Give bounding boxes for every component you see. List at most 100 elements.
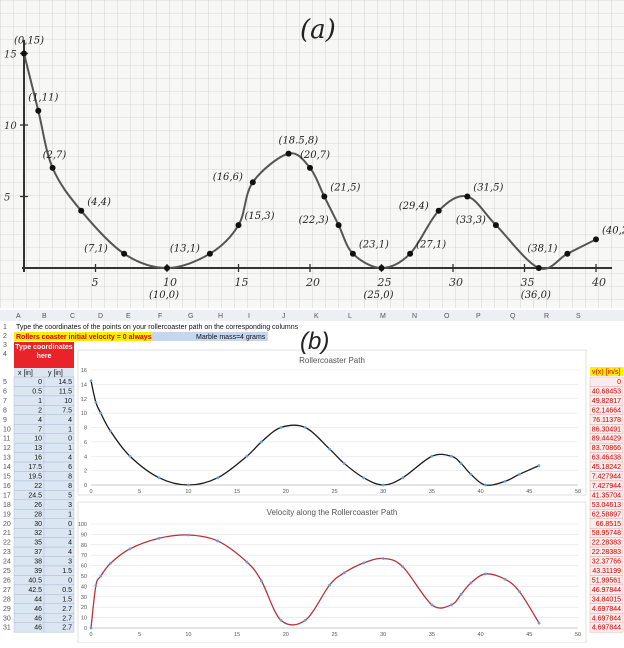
column-letter[interactable]: D bbox=[98, 313, 103, 320]
x-cell[interactable]: 42.5 bbox=[28, 587, 42, 594]
row-number[interactable]: 19 bbox=[3, 511, 11, 518]
y-cell[interactable]: 10 bbox=[64, 398, 72, 405]
y-cell[interactable]: 11.5 bbox=[59, 388, 72, 395]
x-cell[interactable]: 35 bbox=[34, 540, 42, 547]
x-cell[interactable]: 40.5 bbox=[28, 577, 42, 584]
row-number[interactable]: 16 bbox=[3, 483, 11, 490]
row-number[interactable]: 9 bbox=[3, 417, 7, 424]
x-cell[interactable]: 38 bbox=[34, 559, 42, 566]
column-letter[interactable]: J bbox=[282, 313, 286, 320]
type-coordinates-box[interactable] bbox=[14, 342, 74, 368]
column-letter[interactable]: N bbox=[412, 313, 417, 320]
y-cell[interactable]: 1 bbox=[68, 511, 72, 518]
x-cell[interactable]: 24.5 bbox=[28, 492, 42, 499]
row-number[interactable]: 31 bbox=[3, 625, 11, 632]
row-number[interactable]: 6 bbox=[3, 388, 7, 395]
y-cell[interactable]: 3 bbox=[68, 559, 72, 566]
y-cell[interactable]: 0 bbox=[68, 436, 72, 443]
row-number[interactable]: 28 bbox=[3, 596, 11, 603]
row-number[interactable]: 20 bbox=[3, 521, 11, 528]
y-cell[interactable]: 2.7 bbox=[62, 606, 72, 613]
column-letter[interactable]: H bbox=[218, 313, 223, 320]
column-letter[interactable]: F bbox=[158, 313, 162, 320]
y-cell[interactable]: 8 bbox=[68, 483, 72, 490]
row-number[interactable]: 4 bbox=[3, 351, 7, 358]
row-number[interactable]: 21 bbox=[3, 530, 11, 537]
y-cell[interactable]: 4 bbox=[68, 417, 72, 424]
x-cell[interactable]: 17.5 bbox=[28, 464, 42, 471]
y-cell[interactable]: 7.5 bbox=[62, 407, 72, 414]
y-cell[interactable]: 2.7 bbox=[62, 625, 72, 632]
y-cell[interactable]: 4 bbox=[68, 549, 72, 556]
row-number[interactable]: 7 bbox=[3, 398, 7, 405]
column-letter[interactable]: K bbox=[314, 313, 319, 320]
x-cell[interactable]: 22 bbox=[34, 483, 42, 490]
y-cell[interactable]: 4 bbox=[68, 455, 72, 462]
y-cell[interactable]: 1 bbox=[68, 530, 72, 537]
x-cell[interactable]: 46 bbox=[34, 615, 42, 622]
column-letter[interactable]: M bbox=[380, 313, 386, 320]
row-number[interactable]: 27 bbox=[3, 587, 11, 594]
column-letter[interactable]: P bbox=[476, 313, 481, 320]
x-cell[interactable]: 37 bbox=[34, 549, 42, 556]
x-cell[interactable]: 30 bbox=[34, 521, 42, 528]
column-letter[interactable]: O bbox=[444, 313, 450, 320]
x-cell[interactable]: 4 bbox=[38, 417, 42, 424]
row-number[interactable]: 26 bbox=[3, 577, 11, 584]
y-cell[interactable]: 0.5 bbox=[62, 587, 72, 594]
row-number[interactable]: 10 bbox=[3, 426, 11, 433]
x-cell[interactable]: 46 bbox=[34, 606, 42, 613]
x-cell[interactable]: 19.5 bbox=[28, 474, 42, 481]
row-number[interactable]: 8 bbox=[3, 407, 7, 414]
y-cell[interactable]: 3 bbox=[68, 502, 72, 509]
y-cell[interactable]: 1 bbox=[68, 445, 72, 452]
x-cell[interactable]: 0.5 bbox=[32, 388, 42, 395]
y-cell[interactable]: 1.5 bbox=[62, 568, 72, 575]
row-number[interactable]: 14 bbox=[3, 464, 11, 471]
x-cell[interactable]: 46 bbox=[34, 625, 42, 632]
x-cell[interactable]: 10 bbox=[34, 436, 42, 443]
row-number[interactable]: 11 bbox=[3, 436, 10, 443]
x-cell[interactable]: 2 bbox=[38, 407, 42, 414]
column-letter[interactable]: R bbox=[544, 313, 549, 320]
y-cell[interactable]: 6 bbox=[68, 464, 72, 471]
x-cell[interactable]: 39 bbox=[34, 568, 42, 575]
x-cell[interactable]: 32 bbox=[34, 530, 42, 537]
row-number[interactable]: 24 bbox=[3, 559, 11, 566]
row-number[interactable]: 18 bbox=[3, 502, 11, 509]
row-number[interactable]: 5 bbox=[3, 379, 7, 386]
x-cell[interactable]: 26 bbox=[34, 502, 42, 509]
x-cell[interactable]: 0 bbox=[38, 379, 42, 386]
row-number[interactable]: 12 bbox=[3, 445, 11, 452]
column-letter[interactable]: S bbox=[576, 313, 581, 320]
y-cell[interactable]: 1.5 bbox=[62, 596, 72, 603]
y-cell[interactable]: 0 bbox=[68, 577, 72, 584]
x-cell[interactable]: 1 bbox=[38, 398, 42, 405]
row-number[interactable]: 29 bbox=[3, 606, 11, 613]
column-letter[interactable]: E bbox=[126, 313, 131, 320]
x-cell[interactable]: 16 bbox=[34, 455, 42, 462]
column-letter[interactable]: G bbox=[188, 313, 193, 320]
column-letter[interactable]: Q bbox=[510, 313, 516, 320]
row-number[interactable]: 17 bbox=[3, 492, 11, 499]
row-number[interactable]: 15 bbox=[3, 474, 11, 481]
y-cell[interactable]: 5 bbox=[68, 492, 72, 499]
column-letter[interactable]: I bbox=[248, 313, 250, 320]
column-letter[interactable]: L bbox=[348, 313, 352, 320]
x-cell[interactable]: 28 bbox=[34, 511, 42, 518]
x-cell[interactable]: 44 bbox=[34, 596, 42, 603]
row-number[interactable]: 2 bbox=[3, 333, 7, 340]
y-cell[interactable]: 14.5 bbox=[58, 379, 72, 386]
x-cell[interactable]: 7 bbox=[38, 426, 42, 433]
row-number[interactable]: 13 bbox=[3, 455, 11, 462]
column-letter[interactable]: B bbox=[42, 313, 47, 320]
x-cell[interactable]: 13 bbox=[34, 445, 42, 452]
row-number[interactable]: 3 bbox=[3, 342, 7, 349]
row-number[interactable]: 25 bbox=[3, 568, 11, 575]
column-letter[interactable]: C bbox=[70, 313, 75, 320]
row-number[interactable]: 22 bbox=[3, 540, 11, 547]
y-cell[interactable]: 1 bbox=[68, 426, 72, 433]
row-number[interactable]: 1 bbox=[3, 324, 7, 331]
y-cell[interactable]: 8 bbox=[68, 474, 72, 481]
y-cell[interactable]: 4 bbox=[68, 540, 72, 547]
